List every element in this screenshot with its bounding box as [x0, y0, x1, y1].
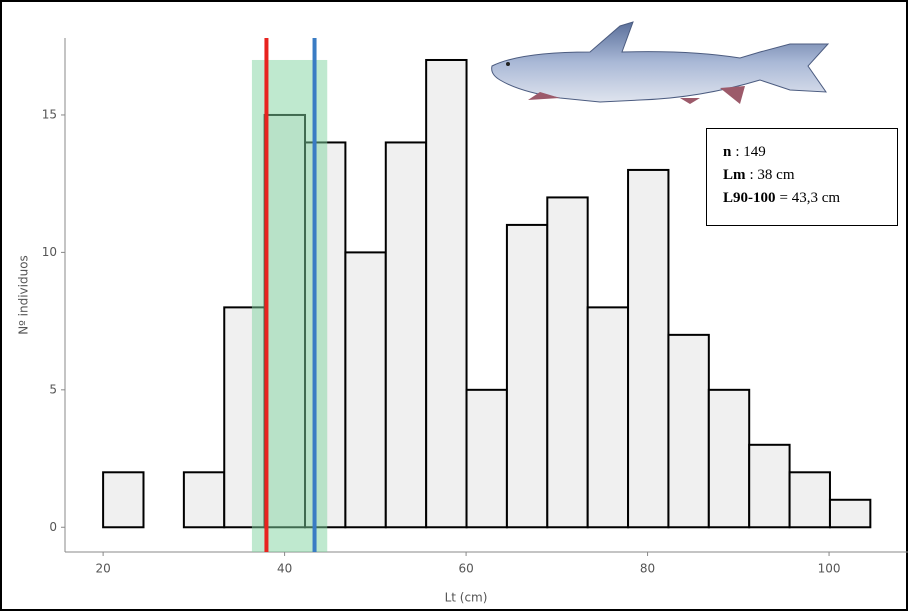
bar	[707, 388, 751, 529]
bar	[788, 471, 831, 529]
bar	[748, 443, 791, 529]
y-tick-label: 5	[49, 382, 57, 396]
bar	[182, 471, 226, 529]
bar	[465, 388, 508, 529]
stat-line: Lm: 38 cm	[723, 164, 897, 187]
bar	[505, 223, 549, 529]
bar	[384, 141, 428, 529]
stat-line: L90-100 = 43,3 cm	[723, 187, 897, 210]
y-tick-label: 0	[49, 520, 57, 534]
x-tick-label: 100	[818, 562, 841, 576]
bar	[546, 196, 589, 529]
stat-line: n: 149	[723, 141, 897, 164]
y-tick-label: 15	[42, 107, 57, 121]
stat-label: Lm	[723, 167, 746, 183]
x-axis-label: Lt (cm)	[445, 591, 488, 605]
bar	[102, 471, 145, 529]
x-tick-label: 80	[640, 562, 655, 576]
bar	[627, 168, 670, 529]
bar	[586, 306, 630, 529]
stat-value: = 43,3 cm	[779, 190, 841, 206]
bar	[667, 333, 710, 529]
bar	[344, 251, 387, 529]
stat-label: n	[723, 144, 732, 160]
x-tick-label: 60	[458, 562, 473, 576]
stats-box: n: 149 Lm: 38 cm L90-100 = 43,3 cm	[706, 128, 898, 226]
stat-value: : 149	[735, 144, 766, 160]
stat-label: L90-100	[723, 190, 776, 206]
fish-image	[491, 21, 830, 104]
stat-value: : 38 cm	[749, 167, 795, 183]
bar	[425, 58, 468, 529]
x-tick-label: 20	[95, 562, 110, 576]
bar	[828, 498, 872, 529]
x-tick-label: 40	[277, 562, 292, 576]
y-tick-label: 10	[42, 245, 57, 259]
y-axis-label: Nº individuos	[17, 255, 31, 335]
